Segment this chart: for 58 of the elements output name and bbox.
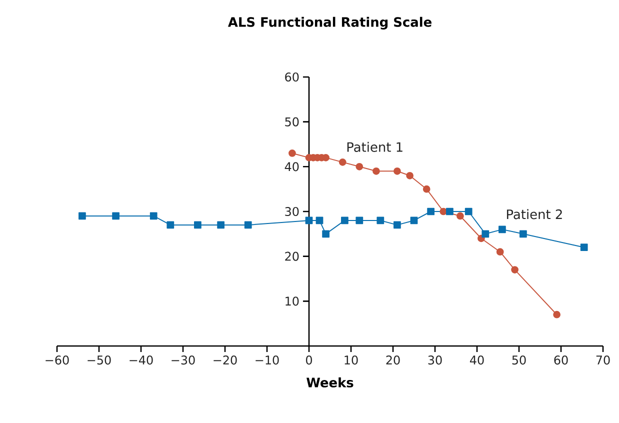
x-tick-label: −10 [256,356,279,365]
y-tick-label: 30 [285,206,299,216]
point [394,221,401,229]
point [288,150,296,157]
point [498,226,506,234]
x-tick-label: 40 [470,356,484,365]
x-tick-label: 70 [596,356,610,365]
y-tick-label: 40 [284,162,299,172]
series-label: Patient 2 [506,209,562,220]
point [440,208,448,216]
y-tick-label: 60 [285,72,299,82]
x-tick-label: 10 [344,356,358,365]
x-tick-label: −60 [46,356,69,365]
series-label: Patient 1 [347,142,402,152]
point [78,212,86,220]
y-tick-label: 50 [285,117,299,126]
point [194,221,202,229]
point [394,167,401,175]
y-tick-label: 10 [286,296,299,306]
point [338,158,346,166]
x-axis-title: Weeks [306,377,354,388]
point [372,167,380,175]
point [322,230,330,238]
point [422,185,430,193]
x-tick-label: 0 [306,356,312,365]
point [496,248,504,256]
x-tick-label: −50 [88,356,111,365]
point [112,212,120,220]
point [406,172,414,180]
point [553,310,560,318]
point [166,221,174,229]
point [356,162,364,170]
point [410,216,418,224]
point [427,208,434,216]
x-tick-label: −40 [130,356,153,365]
point [376,216,384,224]
point [520,230,527,238]
x-tick-label: 60 [554,356,568,365]
x-tick-label: 50 [512,356,526,365]
x-tick-label: −20 [214,356,237,365]
point [464,208,472,216]
point [456,212,464,220]
point [150,212,158,220]
x-tick-label: 30 [428,356,442,365]
point [511,266,518,274]
x-tick-label: 20 [386,356,400,365]
point [244,221,252,229]
point [341,216,348,224]
point [482,230,490,238]
chart-title: ALS Functional Rating Scale [228,16,432,30]
y-tick-label: 20 [285,252,299,261]
point [356,216,364,224]
point [316,216,324,224]
point [446,208,454,216]
point [580,244,588,252]
point [217,221,224,229]
point [305,216,313,224]
x-tick-label: −30 [172,356,195,365]
